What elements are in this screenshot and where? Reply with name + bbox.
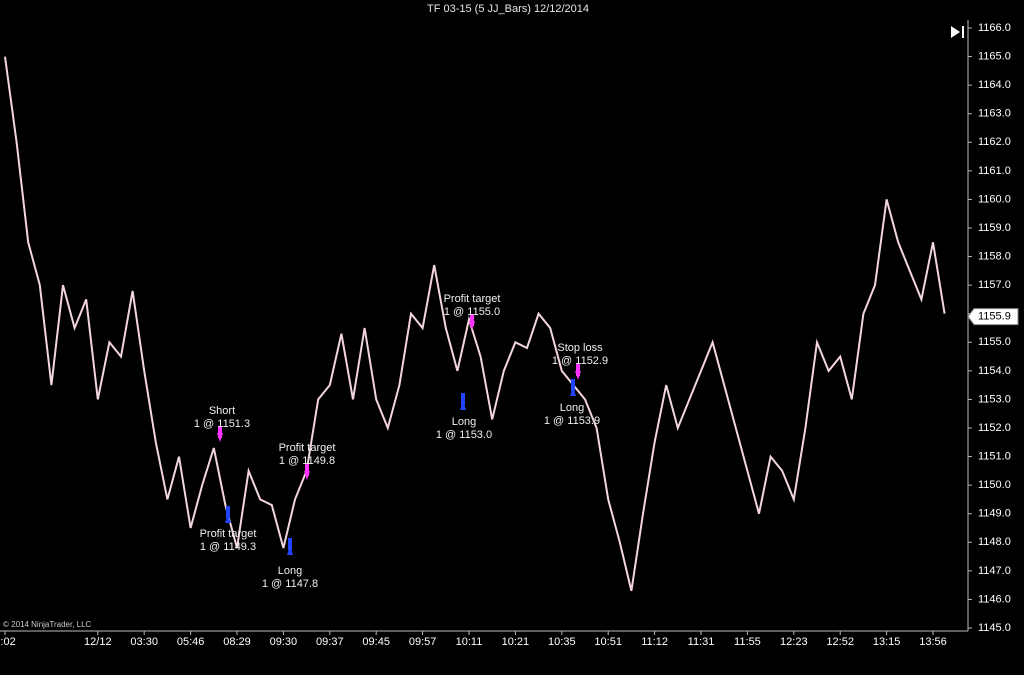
scroll-icon[interactable] [951,26,960,38]
y-tick-label: 1152.0 [978,422,1011,434]
annotation-label: Short [209,405,235,417]
scroll-icon-bar[interactable] [962,26,964,38]
x-tick-label: 11:12 [641,636,668,648]
trade-marker-body [571,379,575,391]
copyright: © 2014 NinjaTrader, LLC [3,620,92,629]
annotation-label: Profit target [279,442,336,454]
y-tick-label: 1147.0 [978,565,1011,577]
trade-marker-body [576,364,580,376]
annotation-detail: 1 @ 1155.0 [444,306,500,318]
annotation-label: Long [560,402,584,414]
x-tick-label: 13:15 [873,636,901,648]
y-tick-label: 1158.0 [978,250,1011,262]
scroll-end-button[interactable] [951,26,964,38]
x-tick-label: 10:51 [594,636,622,648]
trade-marker-body [305,464,309,476]
y-tick-label: 1151.0 [978,450,1011,462]
x-tick-label: 10:21 [502,636,530,648]
annotation-detail: 1 @ 1151.3 [194,418,250,430]
trade-marker [460,401,466,410]
x-tick-label: 09:45 [362,636,390,648]
x-tick-label: 09:57 [409,636,437,648]
annotation-label: Long [452,416,476,428]
x-tick-label: 09:30 [270,636,298,648]
last-price-marker [967,308,1019,326]
chart-title: TF 03-15 (5 JJ_Bars) 12/12/2014 [427,3,589,15]
x-tick-label: 12:23 [780,636,808,648]
annotation-label: Profit target [444,293,501,305]
x-tick-label: 3:02 [0,636,16,648]
y-tick-label: 1160.0 [978,193,1011,205]
y-tick-label: 1155.0 [978,336,1011,348]
y-tick-label: 1166.0 [978,22,1011,34]
y-tick-label: 1161.0 [978,165,1011,177]
y-tick-label: 1149.0 [978,508,1011,520]
annotation-label: Profit target [200,528,257,540]
x-tick-label: 08:29 [223,636,251,648]
annotation-detail: 1 @ 1152.9 [552,355,608,367]
x-tick-label: 11:31 [688,636,715,648]
annotation-detail: 1 @ 1147.8 [262,578,318,590]
annotation-label: Stop loss [557,342,603,354]
x-tick-label: 05:46 [177,636,205,648]
y-tick-label: 1145.0 [978,622,1011,634]
y-tick-label: 1146.0 [978,593,1011,605]
y-tick-label: 1148.0 [978,536,1011,548]
last-price-label: 1155.9 [978,310,1011,322]
price-line [4,56,946,592]
y-tick-label: 1164.0 [978,79,1011,91]
annotation-label: Long [278,565,302,577]
x-tick-label: 13:56 [919,636,947,648]
trade-marker-body [470,314,474,326]
x-tick-label: 09:37 [316,636,344,648]
y-tick-label: 1162.0 [978,136,1011,148]
y-tick-label: 1150.0 [978,479,1011,491]
x-tick-label: 03:30 [130,636,158,648]
annotation-detail: 1 @ 1153.9 [544,415,600,427]
x-tick-label: 10:11 [456,636,483,648]
y-tick-label: 1163.0 [978,108,1011,120]
trade-marker-body [218,426,222,438]
trade-marker [287,546,293,555]
trade-marker [225,514,231,523]
y-tick-label: 1153.0 [978,393,1011,405]
annotation-detail: 1 @ 1149.3 [200,541,256,553]
x-tick-label: 11:55 [734,636,761,648]
trade-marker-body [461,393,465,405]
y-tick-label: 1157.0 [978,279,1011,291]
x-tick-label: 10:35 [548,636,576,648]
trade-marker-body [226,506,230,518]
annotation-detail: 1 @ 1149.8 [279,455,335,467]
trade-marker-body [288,538,292,550]
y-tick-label: 1165.0 [978,50,1011,62]
trade-marker [570,387,576,396]
x-tick-label: 12/12 [84,636,112,648]
x-tick-label: 12:52 [826,636,854,648]
annotation-detail: 1 @ 1153.0 [436,429,492,441]
y-tick-label: 1159.0 [978,222,1011,234]
y-tick-label: 1154.0 [978,365,1011,377]
